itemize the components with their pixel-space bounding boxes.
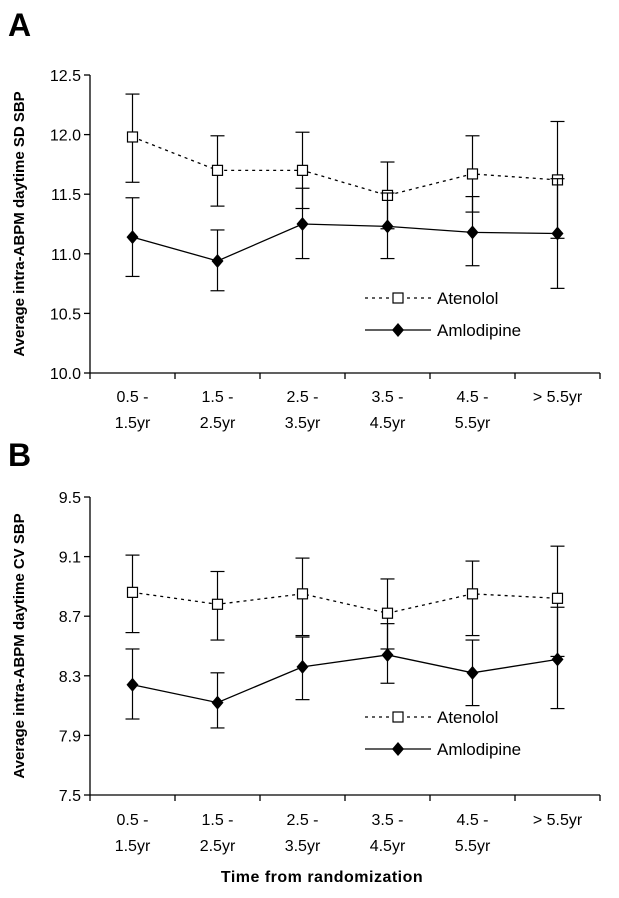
y-tick-label: 11.0	[51, 247, 81, 264]
data-point	[551, 652, 564, 667]
x-tick-label: 1.5yr	[115, 838, 151, 855]
data-point	[466, 665, 479, 680]
x-tick-label: 2.5 -	[286, 812, 318, 829]
data-point	[126, 586, 139, 598]
y-tick-label: 11.5	[51, 187, 81, 204]
x-tick-label: 4.5yr	[370, 415, 406, 432]
legend-item: Amlodipine	[365, 740, 521, 759]
y-tick-label: 10.0	[50, 366, 81, 383]
data-point	[211, 164, 224, 176]
series-line	[132, 136, 558, 197]
legend-item: Atenolol	[365, 708, 498, 727]
x-tick-label: 2.5yr	[200, 838, 236, 855]
y-tick-label: 7.5	[59, 788, 81, 805]
x-tick-label: 3.5 -	[371, 812, 403, 829]
legend-item: Atenolol	[365, 289, 498, 308]
data-point	[381, 219, 394, 234]
data-point	[126, 131, 139, 143]
data-point	[466, 588, 479, 600]
x-tick-label: 2.5 -	[286, 389, 318, 406]
x-tick-label: 3.5yr	[285, 838, 321, 855]
x-tick-label: 4.5yr	[370, 838, 406, 855]
legend-label: Atenolol	[437, 708, 498, 727]
data-point	[466, 168, 479, 180]
y-tick-label: 8.3	[59, 669, 81, 686]
data-point	[296, 588, 309, 600]
legend-item: Amlodipine	[365, 321, 521, 340]
x-tick-label: 1.5 -	[201, 389, 233, 406]
y-tick-label: 8.7	[59, 609, 81, 626]
x-tick-label: 3.5yr	[285, 415, 321, 432]
legend-label: Amlodipine	[437, 321, 521, 340]
x-tick-label: 3.5 -	[371, 389, 403, 406]
y-axis-label: Average intra-ABPM daytime SD SBP	[11, 91, 28, 356]
y-tick-label: 10.5	[50, 306, 81, 323]
series-amlodipine	[125, 606, 565, 729]
y-tick-label: 7.9	[59, 728, 81, 745]
series-line	[132, 223, 558, 262]
data-point	[381, 607, 394, 619]
x-tick-label: 5.5yr	[455, 415, 491, 432]
series-line	[132, 654, 558, 704]
y-tick-label: 9.1	[59, 550, 81, 567]
data-point	[126, 677, 139, 692]
series-atenolol	[125, 545, 565, 658]
x-tick-label: 4.5 -	[456, 389, 488, 406]
data-point	[211, 695, 224, 710]
y-axis-label: Average intra-ABPM daytime CV SBP	[11, 513, 28, 778]
legend-label: Amlodipine	[437, 740, 521, 759]
panel-b: B Average intra-ABPM daytime CV SBP 7.5 7.9…	[8, 437, 601, 855]
y-tick-label: 9.5	[59, 490, 81, 507]
series-line	[132, 591, 558, 614]
x-axis-label: Time from randomization	[221, 869, 423, 886]
legend-marker	[392, 742, 404, 756]
series-amlodipine	[125, 178, 565, 292]
x-tick-label: 0.5 -	[116, 389, 148, 406]
data-point	[211, 598, 224, 610]
legend-marker	[392, 711, 404, 723]
y-tick-label: 12.5	[50, 68, 81, 85]
x-tick-label: > 5.5yr	[533, 389, 583, 406]
data-point	[551, 226, 564, 241]
panel-letter: B	[8, 437, 31, 473]
panel-a: A Average intra-ABPM daytime SD SBP 10.0 10…	[8, 7, 601, 432]
y-tick-label: 12.0	[50, 128, 81, 145]
data-point	[296, 217, 309, 231]
x-tick-label: 0.5 -	[116, 812, 148, 829]
data-point	[211, 253, 224, 268]
data-point	[126, 230, 139, 245]
legend-label: Atenolol	[437, 289, 498, 308]
data-point	[466, 225, 479, 240]
panel-letter: A	[8, 7, 31, 43]
series-atenolol	[125, 93, 565, 239]
x-tick-label: 1.5yr	[115, 415, 151, 432]
data-point	[381, 647, 394, 662]
data-point	[296, 164, 309, 176]
x-tick-label: 1.5 -	[201, 812, 233, 829]
data-point	[296, 659, 309, 674]
data-point	[551, 592, 564, 604]
x-tick-label: 2.5yr	[200, 415, 236, 432]
x-tick-label: 4.5 -	[456, 812, 488, 829]
x-tick-label: > 5.5yr	[533, 812, 583, 829]
legend-marker	[392, 323, 404, 337]
x-tick-label: 5.5yr	[455, 838, 491, 855]
legend-marker	[392, 292, 404, 304]
